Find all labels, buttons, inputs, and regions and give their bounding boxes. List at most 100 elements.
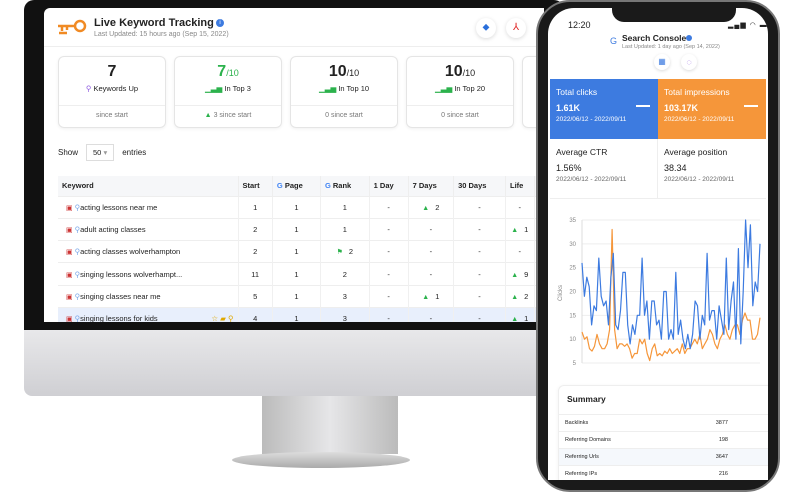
cell-days7: - (408, 306, 455, 322)
cell-value: 5 (253, 291, 258, 301)
cell-value: - (429, 224, 433, 234)
entries-select[interactable]: 50 ▾ (86, 144, 115, 161)
stat-label: In Top 20 (454, 84, 486, 93)
info-icon[interactable]: i (216, 19, 224, 27)
stat-foot: 0 since start (407, 105, 513, 119)
column-header[interactable]: 1 Day (369, 176, 409, 196)
cell-rank: 1 (320, 195, 370, 219)
uk-flag-icon: ▣ (66, 204, 73, 212)
stat-suffix: /10 (462, 68, 476, 78)
cell-value: 11 (251, 269, 260, 279)
location-pin-icon: ⚲ (74, 291, 81, 301)
info-icon[interactable] (686, 35, 692, 41)
table-row[interactable]: ▣⚲singing lessons for kids☆ ▰ ⚲413---▲10… (58, 306, 544, 322)
column-header[interactable]: Start (238, 176, 273, 196)
cell-day1: - (369, 284, 409, 308)
cell-keyword: ▣ ⚲acting classes wolverhampton (58, 240, 239, 263)
cell-keyword: ▣ ⚲acting lessons near me (58, 195, 239, 219)
refresh-button[interactable]: ◌ (681, 54, 697, 70)
stat-foot: 3 since start (213, 112, 252, 119)
cell-page: 1 (272, 306, 321, 322)
row-actions-icon[interactable]: ☆ ▰ ⚲ (211, 314, 234, 322)
calendar-button[interactable]: ▦ (654, 54, 670, 70)
cell-days30: - (453, 306, 507, 322)
column-header[interactable]: Keyword (58, 176, 239, 196)
cell-days30: - (453, 195, 507, 219)
phone-notch (612, 6, 736, 22)
column-label: 7 Days (412, 181, 437, 191)
cell-days7: ▲ 1 (408, 284, 455, 308)
column-header[interactable]: G Rank (320, 176, 370, 196)
cell-days30: - (453, 240, 507, 263)
tile-value: 103.17K (664, 103, 699, 113)
cell-value: 9 (524, 269, 529, 279)
toggle-dash-icon[interactable] (636, 105, 650, 107)
cell-value: 2 (253, 224, 258, 234)
cell-value: acting classes wolverhampton (80, 247, 181, 257)
tile-label: Total clicks (556, 87, 598, 97)
table-row[interactable]: ▣ ⚲singing lessons wolverhampt... 11 1 2- - - ▲… (58, 262, 544, 286)
summary-label: Referring Domains (565, 437, 611, 443)
cell-page: 1 (272, 217, 321, 241)
summary-row: Referring Domains 198 (559, 431, 768, 448)
cell-page: 1 (272, 195, 321, 219)
flag-icon: ⚑ (336, 249, 343, 257)
uk-flag-icon: ▣ (66, 316, 73, 322)
summary-value: 3877 (715, 420, 728, 426)
search-console-panel: 12:20 ▂▄▆ ◠ ▬ G Search Console Last Upda… (548, 8, 768, 480)
location-pin-icon: ⚲ (74, 314, 81, 322)
cell-start: 2 (238, 240, 273, 263)
up-arrow-icon: ▲ (511, 271, 519, 279)
cell-start: 1 (238, 195, 273, 219)
cell-start: 11 (238, 262, 273, 286)
cell-value: 1 (294, 202, 299, 212)
cell-value: 3 (342, 291, 347, 301)
column-header[interactable]: G Page (272, 176, 321, 196)
cell-value: 1 (294, 269, 299, 279)
pdf-export-button[interactable]: ⅄ (506, 18, 526, 38)
cell-value: acting lessons near me (80, 202, 158, 212)
tile-range: 2022/06/12 - 2022/09/11 (664, 116, 735, 123)
cell-value: 3 (342, 314, 347, 322)
stat-label: In Top 3 (224, 84, 251, 93)
cell-value: - (518, 247, 522, 257)
uk-flag-icon: ▣ (66, 271, 73, 279)
stat-label: Keywords Up (93, 84, 139, 93)
y-tick-label: 35 (569, 218, 576, 224)
location-pin-icon: ⚲ (74, 224, 81, 234)
cell-days7: - (408, 240, 455, 263)
summary-card: Summary Backlinks 3877 Referring Domains 19… (558, 385, 768, 480)
cell-value: 2 (342, 269, 347, 279)
stat-label: In Top 10 (338, 84, 370, 93)
cell-start: 4 (238, 306, 273, 322)
divider (44, 46, 544, 47)
toggle-dash-icon[interactable] (744, 105, 758, 107)
column-header[interactable]: Life (505, 176, 535, 196)
tag-button[interactable]: ⬥ (476, 18, 496, 38)
summary-row: Backlinks 3877 (559, 414, 768, 431)
stat-value: 7 (107, 63, 117, 80)
cell-days30: - (453, 284, 507, 308)
cell-rank: 3 (320, 284, 370, 308)
summary-label: Backlinks (565, 420, 589, 426)
table-header: Keyword Start G Page G Rank 1 Day 7 Days 30 Da… (58, 176, 544, 196)
cell-value: - (429, 269, 433, 279)
cell-value: - (387, 314, 390, 322)
cell-value: singing lessons for kids (80, 314, 158, 322)
google-icon: G (276, 181, 285, 191)
cell-value: 2 (524, 291, 529, 301)
tile-label: Total impressions (664, 87, 730, 97)
tile-label: Average position (664, 147, 728, 157)
cell-rank: 1 (320, 217, 370, 241)
cell-start: 2 (238, 217, 273, 241)
cell-rank: ⚑ 2 (320, 240, 370, 263)
chevron-down-icon: ▾ (103, 148, 108, 157)
bar-chart-icon: ▁▃▅ (205, 84, 225, 93)
clicks-line (581, 219, 761, 350)
column-header[interactable]: 30 Days (453, 176, 507, 196)
column-header[interactable]: 7 Days (408, 176, 455, 196)
